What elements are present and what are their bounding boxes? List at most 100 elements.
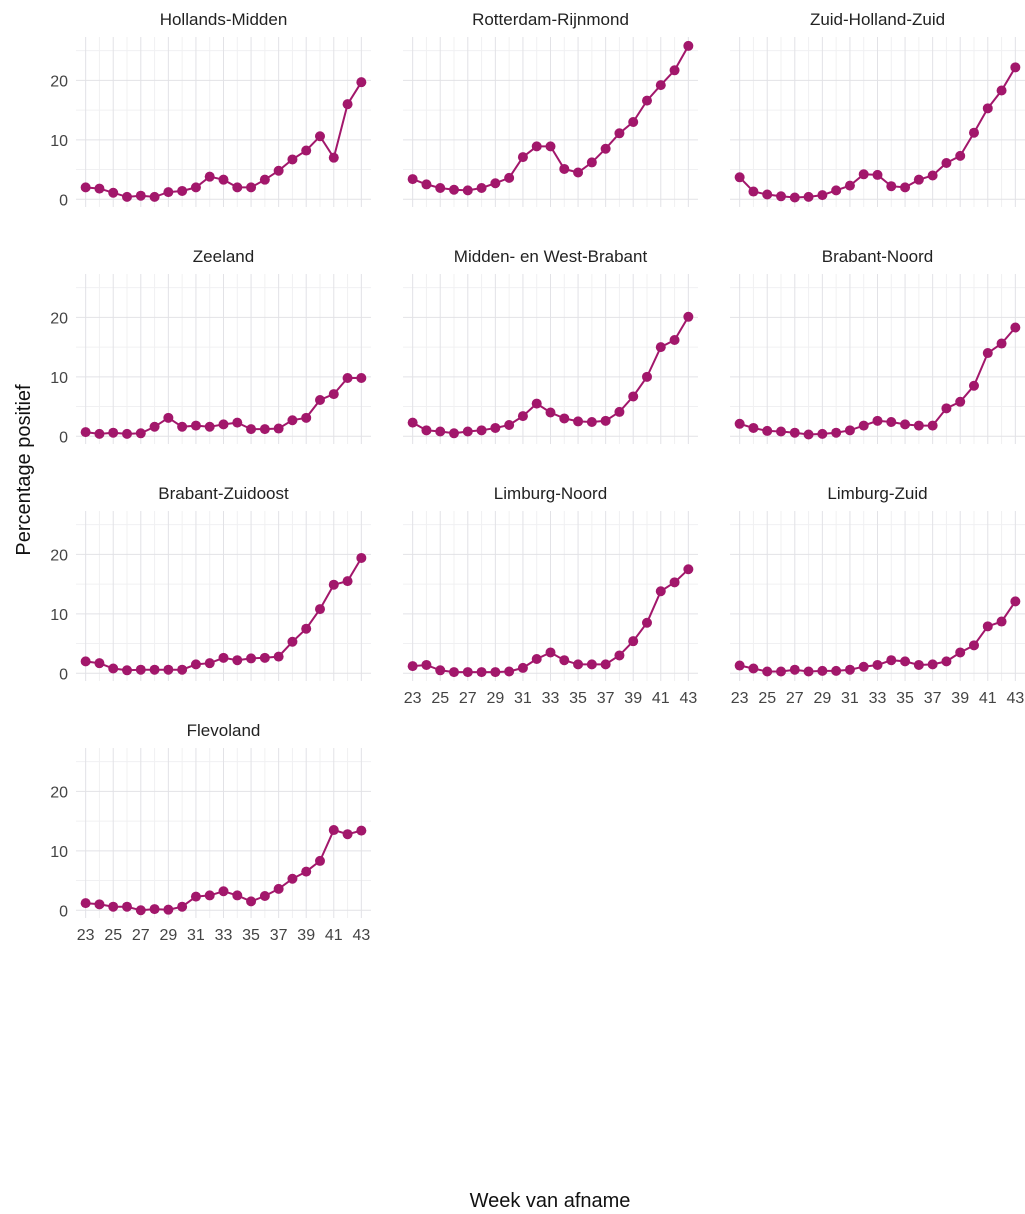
panel-title: Midden- en West-Brabant [454, 247, 648, 266]
data-point [941, 403, 952, 414]
x-tick-label: 41 [979, 690, 997, 707]
data-point [232, 655, 243, 666]
data-point [342, 829, 353, 840]
data-point [94, 899, 105, 910]
data-point [817, 428, 828, 439]
data-point [789, 192, 800, 203]
data-point [490, 422, 501, 433]
data-point [982, 621, 993, 632]
data-point [669, 577, 680, 588]
data-point [190, 420, 201, 431]
data-point [287, 415, 298, 426]
data-point [586, 659, 597, 670]
data-point [504, 172, 515, 183]
data-point [80, 898, 91, 909]
data-point [913, 174, 924, 185]
data-point [122, 191, 133, 202]
data-point [586, 417, 597, 428]
data-point [259, 424, 270, 435]
x-tick-label: 25 [758, 690, 776, 707]
data-point [900, 656, 911, 667]
data-point [573, 167, 584, 178]
data-point [531, 398, 542, 409]
data-point [655, 586, 666, 597]
x-tick-label: 33 [869, 690, 887, 707]
data-point [94, 183, 105, 194]
x-tick-label: 27 [132, 927, 150, 944]
data-point [135, 190, 146, 201]
data-point [817, 190, 828, 201]
data-point [218, 419, 229, 430]
data-point [407, 174, 418, 185]
x-tick-label: 43 [679, 690, 697, 707]
data-point [287, 154, 298, 165]
data-point [135, 664, 146, 675]
data-point [955, 150, 966, 161]
data-point [641, 95, 652, 106]
y-tick-label: 0 [59, 429, 68, 446]
data-point [314, 604, 325, 615]
x-tick-label: 29 [486, 690, 504, 707]
x-tick-label: 23 [731, 690, 749, 707]
data-point [421, 659, 432, 670]
data-point [531, 141, 542, 152]
x-tick-label: 43 [1006, 690, 1024, 707]
data-point [559, 655, 570, 666]
data-point [328, 825, 339, 836]
data-point [531, 654, 542, 665]
data-point [789, 427, 800, 438]
data-point [858, 661, 869, 672]
data-point [177, 901, 188, 912]
data-point [628, 117, 639, 127]
x-tick-label: 27 [786, 690, 804, 707]
data-point [122, 665, 133, 676]
data-point [80, 656, 91, 667]
data-point [435, 426, 446, 437]
data-point [559, 163, 570, 174]
data-point [573, 659, 584, 670]
data-point [927, 659, 938, 670]
data-point [342, 99, 353, 110]
panel-7: Limburg-Noord 23 25 27 29 31 33 35 37 39 41 43 [403, 484, 698, 707]
data-point [108, 663, 119, 674]
panel-title: Flevoland [187, 721, 261, 740]
data-point [941, 656, 952, 667]
data-point [669, 334, 680, 345]
data-point [927, 420, 938, 431]
panel-2: Zuid-Holland-Zuid [730, 10, 1025, 207]
x-tick-label: 37 [924, 690, 942, 707]
data-point [955, 396, 966, 407]
panel-0: Hollands-Midden 0 10 20 [50, 10, 371, 209]
data-point [122, 901, 133, 912]
x-tick-label: 27 [459, 690, 477, 707]
panel-title: Zuid-Holland-Zuid [810, 10, 945, 29]
x-tick-label: 23 [77, 927, 95, 944]
panel-title: Brabant-Zuidoost [158, 484, 289, 503]
data-point [504, 419, 515, 430]
data-point [968, 127, 979, 138]
x-tick-label: 23 [404, 690, 422, 707]
data-point [163, 412, 174, 423]
panel-9: Flevoland 0 10 20 23 25 27 29 31 33 35 37 39 41 43 [50, 721, 371, 944]
x-tick-label: 29 [159, 927, 177, 944]
data-point [177, 185, 188, 196]
data-point [314, 855, 325, 866]
data-point [135, 905, 146, 916]
data-point [803, 191, 814, 202]
data-point [163, 664, 174, 675]
data-point [573, 416, 584, 427]
data-point [314, 395, 325, 406]
data-point [218, 886, 229, 897]
x-tick-label: 35 [242, 927, 260, 944]
panel-title: Rotterdam-Rijnmond [472, 10, 629, 29]
data-point [342, 373, 353, 384]
panel-title: Limburg-Noord [494, 484, 607, 503]
data-point [356, 825, 367, 836]
data-point [449, 667, 460, 678]
data-point [858, 420, 869, 431]
panels: Hollands-Midden 0 10 20 Rotterdam-Rijnmond Zu… [50, 10, 1025, 944]
data-point [204, 171, 215, 182]
data-point [149, 664, 160, 675]
data-point [913, 420, 924, 431]
